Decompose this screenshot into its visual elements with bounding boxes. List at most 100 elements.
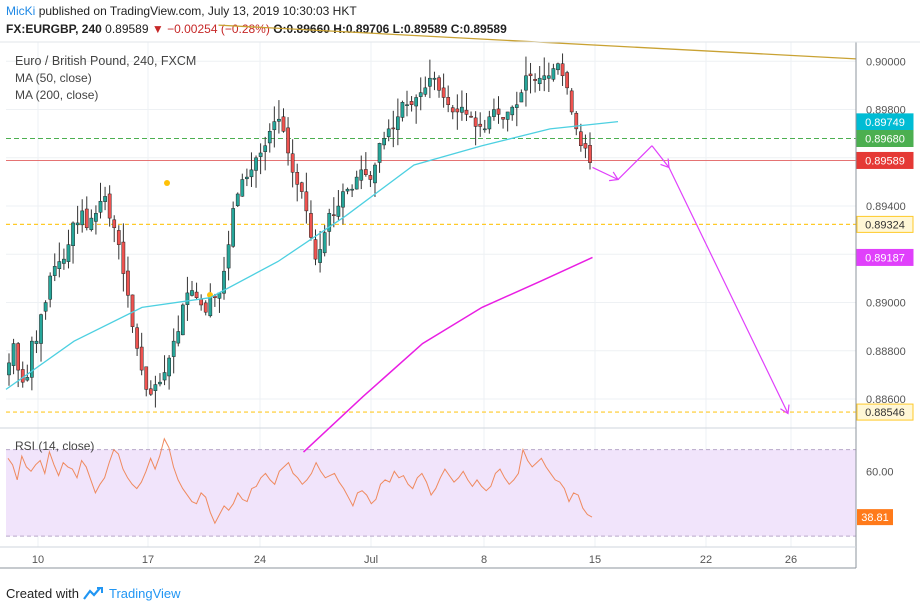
candle[interactable] [135, 327, 139, 349]
candle[interactable] [423, 87, 428, 95]
ma50-legend[interactable]: MA (50, close) [15, 71, 92, 85]
candle[interactable] [52, 266, 57, 276]
candle[interactable] [7, 362, 11, 376]
candle[interactable] [126, 270, 130, 296]
candle[interactable] [80, 210, 85, 226]
candle[interactable] [171, 340, 176, 357]
candle[interactable] [556, 63, 560, 71]
candle[interactable] [542, 75, 547, 80]
candle[interactable] [16, 343, 20, 371]
candle[interactable] [565, 72, 569, 89]
candle[interactable] [414, 97, 419, 107]
candle[interactable] [11, 343, 16, 366]
candle[interactable] [396, 116, 400, 130]
candle[interactable] [322, 232, 327, 254]
candle[interactable] [213, 295, 217, 298]
author-name[interactable]: MicKi [6, 4, 36, 18]
candle[interactable] [281, 116, 286, 132]
candle[interactable] [382, 138, 386, 146]
candle[interactable] [245, 176, 249, 180]
candle[interactable] [341, 191, 345, 208]
candle[interactable] [30, 340, 34, 378]
candle[interactable] [441, 87, 446, 98]
candle[interactable] [94, 213, 98, 222]
candle[interactable] [116, 230, 121, 245]
rsi-line[interactable] [7, 437, 593, 525]
candle[interactable] [345, 188, 350, 192]
candle[interactable] [377, 143, 382, 163]
candle[interactable] [107, 193, 112, 219]
candle[interactable] [478, 123, 483, 127]
candle[interactable] [286, 127, 290, 154]
candle[interactable] [144, 366, 149, 390]
candle[interactable] [57, 261, 62, 269]
candle[interactable] [226, 244, 231, 269]
ma50-line[interactable] [5, 120, 619, 390]
projection-arrow[interactable] [651, 145, 670, 168]
candle[interactable] [299, 182, 304, 192]
candle[interactable] [583, 143, 588, 149]
candle[interactable] [176, 331, 181, 344]
candle[interactable] [533, 79, 537, 81]
tradingview-brand[interactable]: TradingView [108, 586, 181, 601]
candle[interactable] [309, 213, 313, 238]
candle[interactable] [336, 205, 341, 217]
candle[interactable] [249, 169, 254, 178]
candle[interactable] [121, 241, 126, 274]
candle[interactable] [579, 131, 583, 146]
candle[interactable] [405, 104, 409, 106]
candle[interactable] [455, 108, 460, 113]
candle[interactable] [235, 193, 240, 206]
candle[interactable] [304, 191, 309, 212]
candle[interactable] [318, 249, 322, 263]
candle[interactable] [130, 294, 135, 327]
candle[interactable] [43, 302, 48, 312]
candle[interactable] [240, 179, 245, 197]
candle[interactable] [162, 372, 167, 381]
candle[interactable] [190, 290, 194, 296]
candle[interactable] [546, 75, 551, 79]
candle[interactable] [20, 369, 25, 383]
candle[interactable] [66, 244, 71, 262]
candle[interactable] [501, 117, 505, 120]
projection-arrow[interactable] [668, 167, 789, 414]
candle[interactable] [194, 291, 199, 298]
candle[interactable] [103, 196, 107, 202]
candle[interactable] [519, 92, 524, 103]
candle[interactable] [295, 172, 300, 185]
candle[interactable] [290, 153, 295, 173]
candle[interactable] [139, 346, 144, 371]
candle[interactable] [185, 292, 190, 305]
candle[interactable] [222, 270, 226, 294]
candle[interactable] [482, 128, 487, 131]
candle[interactable] [510, 106, 515, 116]
candle[interactable] [428, 77, 432, 87]
candle[interactable] [148, 388, 153, 395]
candle[interactable] [469, 115, 473, 118]
candle[interactable] [359, 169, 364, 181]
projection-arrow[interactable] [617, 145, 653, 180]
candle[interactable] [258, 152, 263, 157]
candle[interactable] [363, 169, 368, 175]
candle[interactable] [98, 200, 103, 213]
candle[interactable] [89, 217, 94, 231]
candle[interactable] [203, 302, 208, 313]
candle[interactable] [354, 176, 359, 190]
candle[interactable] [350, 188, 354, 191]
candle[interactable] [473, 117, 478, 127]
candle[interactable] [432, 77, 437, 80]
candle[interactable] [400, 102, 405, 118]
candle[interactable] [524, 75, 528, 91]
candle[interactable] [560, 63, 565, 77]
ma200-legend[interactable]: MA (200, close) [15, 88, 99, 102]
candle[interactable] [551, 68, 556, 80]
candle[interactable] [418, 92, 423, 97]
candle[interactable] [496, 108, 501, 115]
candle[interactable] [272, 121, 277, 131]
candle[interactable] [158, 381, 162, 385]
candle[interactable] [267, 131, 272, 144]
candle[interactable] [391, 127, 396, 130]
candle[interactable] [327, 213, 332, 232]
candle[interactable] [464, 109, 469, 115]
